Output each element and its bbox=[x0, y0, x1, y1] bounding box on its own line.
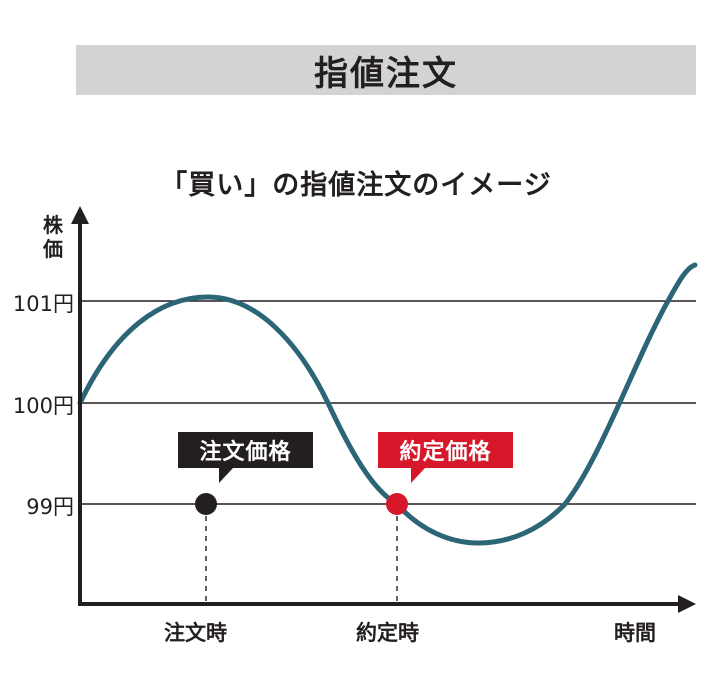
execution-callout-pointer bbox=[411, 468, 425, 483]
order-price-marker bbox=[195, 493, 217, 515]
y-tick-101: 101円 bbox=[12, 292, 74, 316]
order-price-callout: 注文価格 bbox=[178, 432, 313, 468]
execution-price-marker bbox=[386, 493, 408, 515]
price-curve bbox=[77, 262, 698, 546]
y-axis-arrowhead bbox=[71, 206, 89, 224]
execution-price-callout-label: 約定価格 bbox=[399, 440, 492, 465]
x-axis-arrowhead bbox=[678, 595, 696, 613]
chart-subtitle: 「買い」の指値注文のイメージ bbox=[160, 170, 552, 201]
x-label-order-time: 注文時 bbox=[164, 621, 227, 645]
page-title: 指値注文 bbox=[314, 53, 458, 94]
x-label-execution-time: 約定時 bbox=[356, 621, 419, 645]
y-tick-100: 100円 bbox=[12, 394, 74, 418]
execution-price-callout: 約定価格 bbox=[378, 432, 513, 468]
title-bar: 指値注文 bbox=[76, 45, 696, 95]
y-axis-label: 株価 bbox=[43, 213, 63, 261]
x-axis-label: 時間 bbox=[614, 621, 656, 645]
order-callout-pointer bbox=[219, 468, 233, 483]
order-price-callout-label: 注文価格 bbox=[199, 440, 292, 465]
y-tick-99: 99円 bbox=[26, 495, 74, 519]
